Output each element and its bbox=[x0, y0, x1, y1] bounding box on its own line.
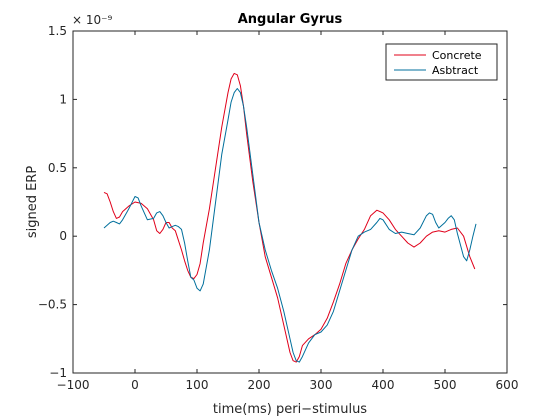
y-tick-label: 1 bbox=[59, 92, 67, 106]
plot-area bbox=[72, 30, 508, 374]
series-line-concrete bbox=[103, 72, 476, 363]
x-tick-label: −100 bbox=[57, 378, 90, 392]
series-layer bbox=[103, 72, 477, 363]
y-tick-label: 0.5 bbox=[48, 161, 67, 175]
legend-label: Concrete bbox=[432, 49, 482, 62]
series-line-abstract bbox=[103, 88, 477, 363]
x-tick-label: 400 bbox=[372, 378, 395, 392]
x-axis-title: time(ms) peri−stimulus bbox=[213, 402, 367, 417]
legend-label: Asbtract bbox=[432, 64, 479, 77]
y-axis-title: signed ERP bbox=[25, 166, 40, 239]
x-tick-label: 0 bbox=[131, 378, 139, 392]
legend-box bbox=[385, 43, 498, 81]
x-tick-label: 300 bbox=[310, 378, 333, 392]
chart-title: Angular Gyrus bbox=[238, 12, 343, 27]
y-tick-label: −1 bbox=[49, 366, 67, 380]
y-tick-label: 1.5 bbox=[48, 24, 67, 38]
y-exponent-label: × 10⁻⁹ bbox=[72, 13, 112, 27]
x-tick-label: 600 bbox=[496, 378, 519, 392]
x-tick-label: 500 bbox=[434, 378, 457, 392]
y-tick-label: 0 bbox=[59, 229, 67, 243]
x-tick-label: 200 bbox=[248, 378, 271, 392]
y-tick-label: −0.5 bbox=[38, 298, 67, 312]
y-axis: −1 −0.5 0 0.5 1 1.5 bbox=[38, 24, 507, 380]
x-tick-label: 100 bbox=[186, 378, 209, 392]
legend: Concrete Asbtract bbox=[385, 43, 498, 81]
x-axis: −100 0 100 200 300 400 500 600 bbox=[57, 31, 519, 392]
